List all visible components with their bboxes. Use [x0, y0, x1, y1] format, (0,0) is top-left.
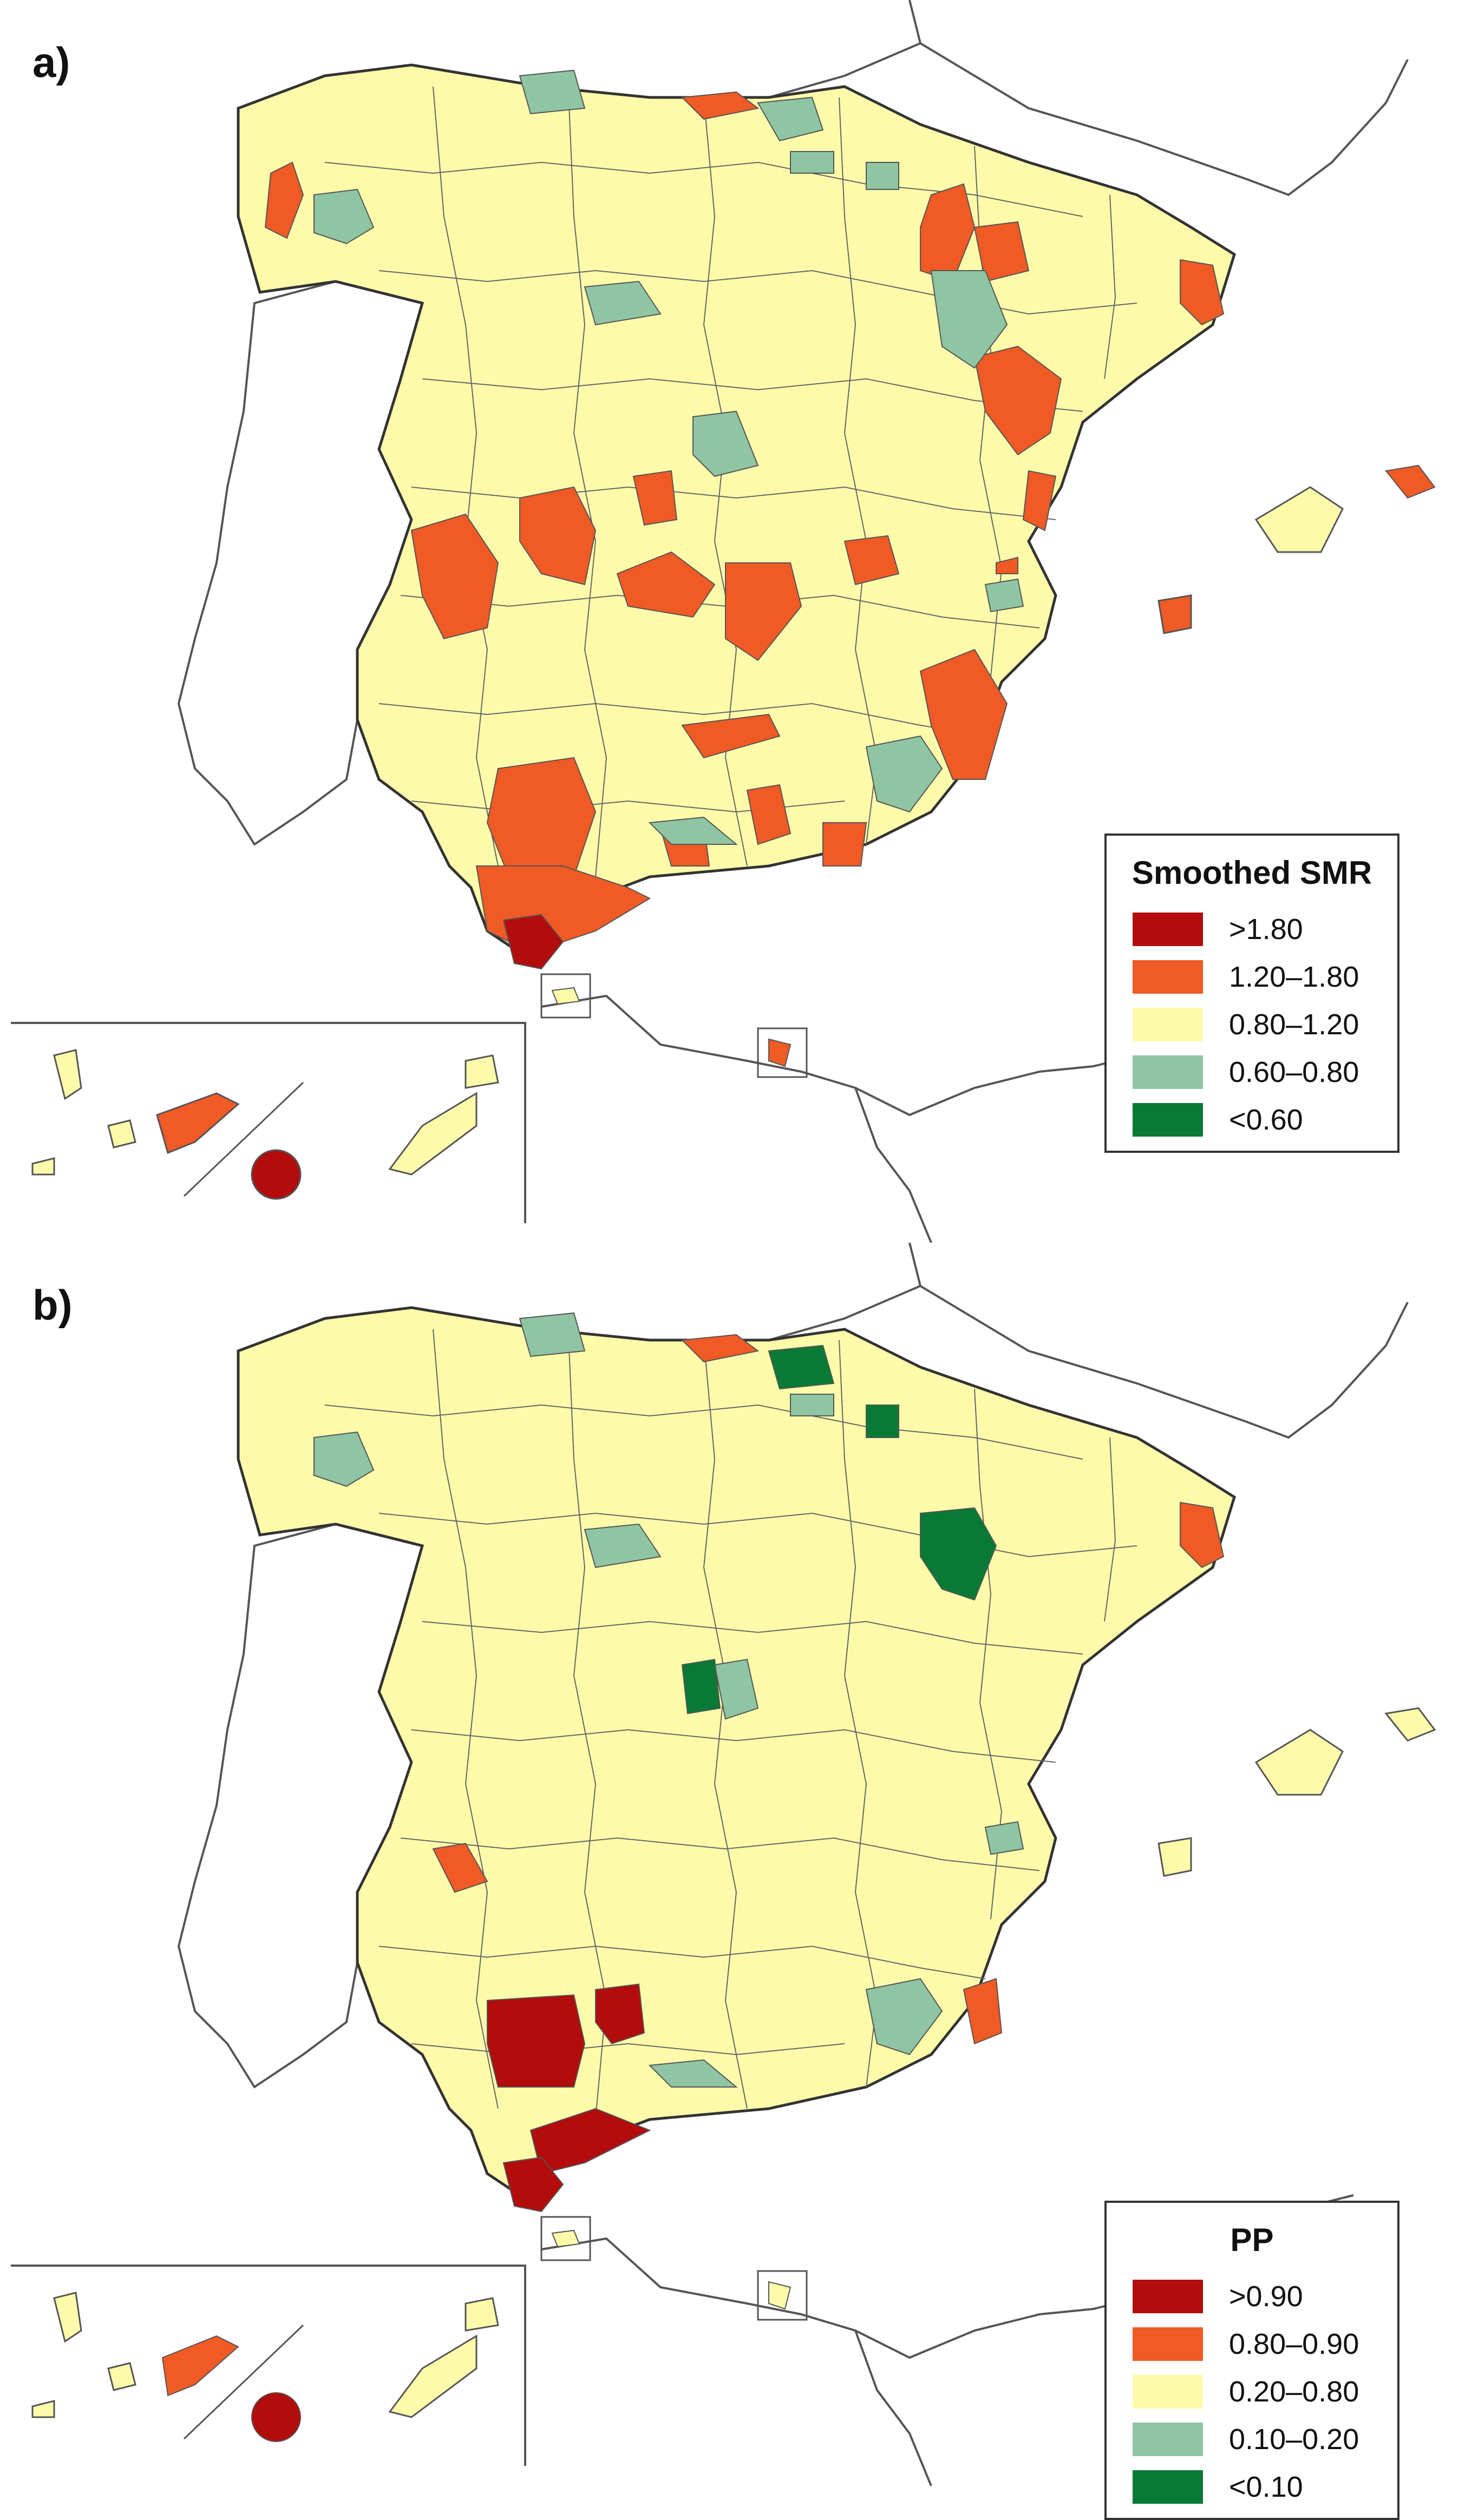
canary-islands — [31, 2292, 499, 2418]
ceuta — [551, 987, 580, 1005]
legend-swatch — [1133, 1008, 1203, 1041]
legend-swatch — [1133, 1103, 1203, 1137]
island-mallorca — [1254, 1729, 1344, 1796]
legend-swatch — [1133, 960, 1203, 994]
legend-label: 0.10–0.20 — [1229, 2423, 1359, 2456]
canary-islands — [31, 1049, 499, 1200]
district-borders — [324, 86, 1137, 877]
melilla-box — [757, 1027, 808, 1078]
panel-label: a) — [32, 38, 70, 86]
ceuta-box — [540, 973, 591, 1019]
legend-item: 1.20–1.80 — [1107, 953, 1397, 1001]
regions-low — [313, 69, 1024, 845]
legend-label: >0.90 — [1229, 2280, 1303, 2313]
island-menorca — [1384, 1707, 1436, 1742]
region-very-high — [502, 914, 564, 970]
canary-inset-frame — [11, 2265, 526, 2466]
legend-swatch — [1133, 2375, 1203, 2409]
africa-inland — [854, 2330, 932, 2486]
legend-swatch — [1133, 2327, 1203, 2361]
legend-swatch — [1133, 1055, 1203, 1089]
legend-label: 0.60–0.80 — [1229, 1056, 1359, 1088]
legend-label: <0.60 — [1229, 1104, 1303, 1136]
legend-swatch — [1133, 2470, 1203, 2504]
canary-inset-frame — [11, 1022, 526, 1223]
legend-item: 0.20–0.80 — [1107, 2368, 1397, 2416]
legend-item: 0.10–0.20 — [1107, 2416, 1397, 2463]
france-outline — [768, 0, 1409, 196]
island-ibiza — [1157, 1837, 1192, 1877]
legend-item: 0.60–0.80 — [1107, 1048, 1397, 1096]
legend-swatch — [1133, 913, 1203, 946]
panel-label: b) — [32, 1281, 73, 1329]
legend-smr: Smoothed SMR >1.80 1.20–1.80 0.80–1.20 0… — [1104, 834, 1399, 1153]
ceuta-box — [540, 2216, 591, 2261]
legend-label: 0.80–0.90 — [1229, 2328, 1359, 2360]
legend-item: >1.80 — [1107, 905, 1397, 953]
map-spain-pp — [11, 1243, 1436, 2486]
legend-label: 1.20–1.80 — [1229, 961, 1359, 993]
legend-title: PP — [1230, 2222, 1274, 2258]
legend-item: 0.80–0.90 — [1107, 2320, 1397, 2368]
island-mallorca — [1254, 486, 1344, 553]
legend-item: 0.80–1.20 — [1107, 1001, 1397, 1048]
legend-pp: PP >0.90 0.80–0.90 0.20–0.80 0.10–0.20 <… — [1104, 2201, 1399, 2520]
regions-high — [161, 1334, 1225, 2397]
legend-label: 0.20–0.80 — [1229, 2375, 1359, 2408]
legend-label: <0.10 — [1229, 2471, 1303, 2503]
melilla — [768, 1038, 792, 1067]
legend-swatch — [1133, 2280, 1203, 2313]
map-spain-smr — [11, 0, 1436, 1243]
regions-very-low — [681, 1344, 997, 1715]
legend-item: <0.60 — [1107, 1096, 1397, 1144]
panel-b: b) — [0, 1243, 1465, 2520]
regions-low — [313, 1312, 1024, 2088]
panel-a: a) — [0, 0, 1465, 1243]
legend-label: 0.80–1.20 — [1229, 1008, 1359, 1041]
legend-item: <0.10 — [1107, 2463, 1397, 2511]
melilla — [768, 2281, 792, 2310]
legend-swatch — [1133, 2423, 1203, 2456]
legend-label: >1.80 — [1229, 913, 1303, 946]
melilla-box — [757, 2270, 808, 2321]
district-borders — [324, 1329, 1137, 2120]
africa-inland — [854, 1087, 932, 1243]
legend-title: Smoothed SMR — [1132, 855, 1372, 891]
legend-item: >0.90 — [1107, 2273, 1397, 2320]
france-outline — [768, 1243, 1409, 1439]
ceuta — [551, 2229, 580, 2248]
island-ibiza — [1157, 594, 1192, 634]
regions-very-high — [251, 1983, 651, 2442]
